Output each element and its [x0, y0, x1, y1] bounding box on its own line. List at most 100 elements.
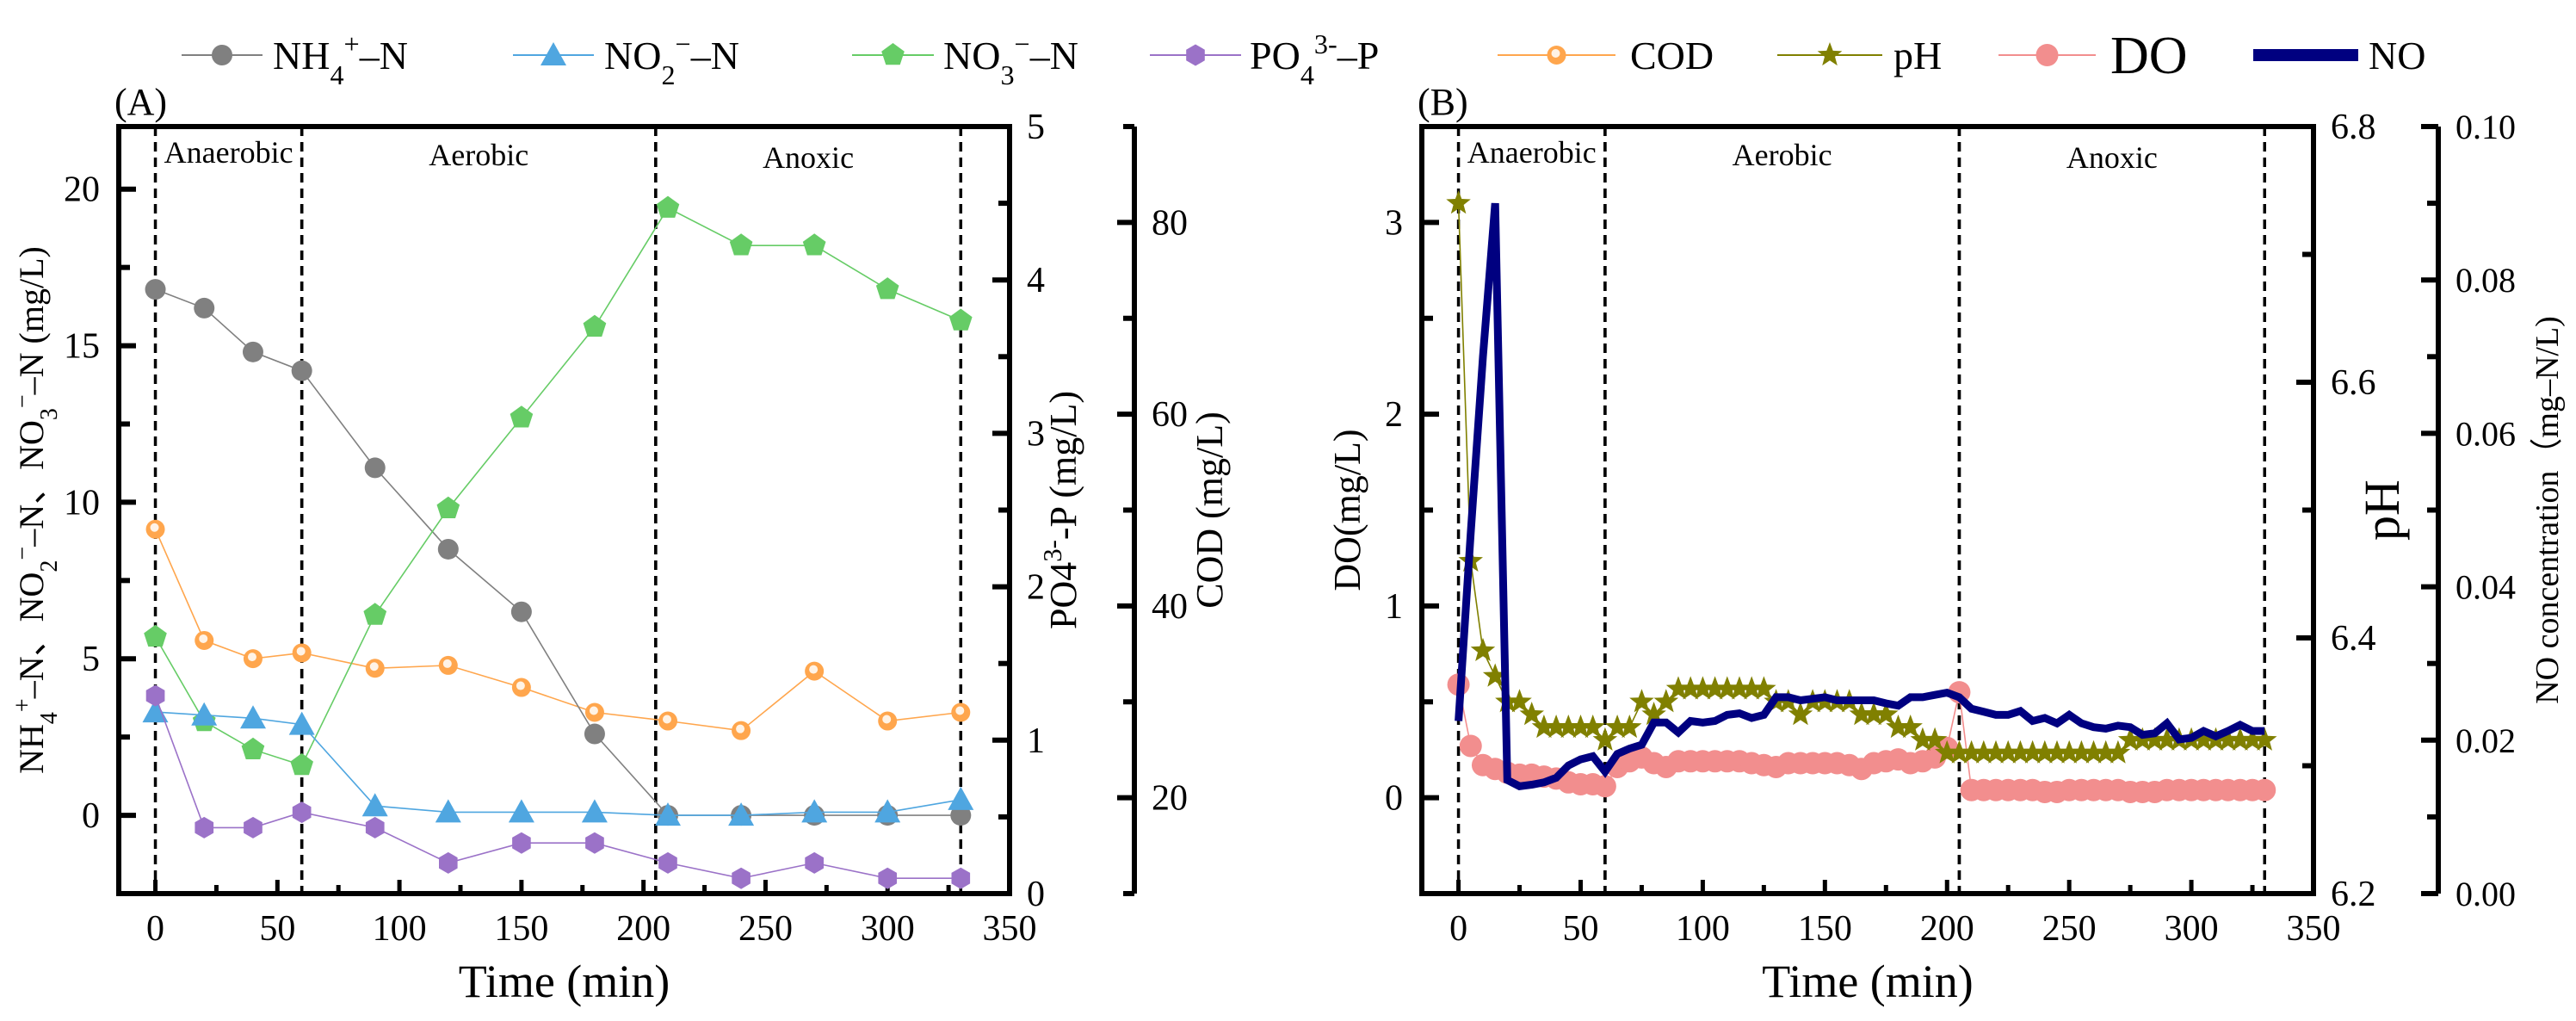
ball-highlight	[516, 681, 525, 690]
x-tick-label: 350	[983, 909, 1037, 949]
data-point-no2	[191, 702, 218, 726]
x-axis-title: Time (min)	[1762, 956, 1974, 1007]
panel-label: (B)	[1418, 81, 1468, 123]
y-axis-title-cod: COD (mg/L)	[1189, 411, 1231, 609]
data-point-no2	[948, 786, 974, 810]
data-point-ph	[2130, 727, 2155, 751]
data-point-nh4	[145, 279, 166, 300]
data-point-no2	[874, 799, 901, 823]
series-line-ph	[1457, 203, 2265, 754]
data-point-ph	[2044, 739, 2070, 764]
phase-label-anoxic: Anoxic	[2066, 140, 2158, 175]
legend-item-cod: COD	[1498, 34, 1714, 77]
data-point-no3	[510, 405, 534, 428]
y-tick-label-po4: 1	[1027, 721, 1045, 761]
legend-marker-cod-icon	[1547, 46, 1566, 65]
data-point-ph	[2142, 727, 2167, 751]
y-tick-label-do: 1	[1385, 587, 1403, 627]
data-point-ph	[1617, 715, 1642, 739]
legend: NH4+–N NO2−–N NO3−–N PO43-–P COD pH DO NO	[182, 27, 2425, 90]
data-point-po4	[732, 867, 751, 889]
x-tick-label: 0	[146, 909, 164, 949]
data-point-no2	[361, 793, 388, 817]
data-point-ph	[1874, 702, 1899, 726]
data-point-no3	[729, 233, 753, 256]
ball-highlight	[955, 706, 965, 715]
y-axis-title-left-part: NH	[12, 724, 51, 774]
data-point-ph	[2239, 727, 2265, 751]
y-tick-label-no: 0.08	[2456, 261, 2516, 300]
series-line-no2	[155, 711, 961, 816]
data-point-po4	[195, 816, 214, 838]
legend-item-no: NO	[2253, 34, 2425, 77]
legend-label-po4-part: 4	[1300, 59, 1314, 90]
legend-label-ph-part: pH	[1893, 34, 1942, 77]
ball-highlight	[1551, 49, 1560, 58]
data-point-ph	[1507, 689, 1532, 713]
legend-item-no3: NO3−–N	[852, 28, 1078, 90]
y-tick-label-left: 20	[64, 170, 100, 210]
legend-label-po4-part: PO	[1250, 34, 1300, 77]
series-nh4	[145, 279, 972, 826]
x-tick-label: 100	[373, 909, 427, 949]
data-point-no2	[142, 699, 169, 723]
data-point-ph	[2105, 739, 2131, 764]
data-point-no2	[288, 711, 315, 735]
data-point-ph	[1580, 715, 1605, 739]
x-tick-label: 150	[494, 909, 548, 949]
legend-label-no2-part: NO	[604, 34, 661, 77]
series-no2	[142, 699, 974, 826]
data-point-ph	[2069, 739, 2094, 764]
data-point-po4	[439, 851, 458, 874]
y-axis-title-left-part: –N、NO	[12, 420, 51, 548]
legend-label-nh4-part: +	[344, 28, 360, 59]
data-point-po4	[512, 832, 531, 854]
ball-highlight	[589, 706, 598, 715]
data-point-ph	[1568, 715, 1593, 739]
data-point-ph	[1556, 715, 1581, 739]
data-point-ph	[2191, 727, 2216, 751]
data-point-cod	[438, 655, 458, 675]
legend-marker-no3-icon	[881, 43, 905, 65]
legend-label-no2: NO2−–N	[604, 28, 739, 90]
y-axis-title-no: NO concentration（mg–N/L)	[2530, 316, 2566, 704]
data-point-nh4	[364, 457, 386, 479]
y-tick-label-po4: 3	[1027, 414, 1045, 454]
plot-frame	[1419, 124, 2316, 896]
data-point-ph	[1446, 190, 1471, 214]
panel-label: (A)	[114, 81, 167, 123]
legend-item-po4: PO43-–P	[1150, 28, 1379, 90]
y-tick-label-no: 0.02	[2456, 721, 2516, 760]
phase-label-anaerobic: Anaerobic	[164, 135, 293, 170]
data-point-do	[1459, 734, 1482, 758]
data-point-no3	[875, 277, 899, 300]
data-point-cod	[243, 649, 263, 669]
ball-highlight	[663, 715, 672, 724]
series-ph	[1446, 190, 2277, 764]
y-tick-label-left: 15	[64, 327, 100, 367]
data-point-ph	[1910, 727, 1936, 751]
y-tick-label-cod: 60	[1152, 395, 1188, 435]
y-axis-title-do: DO(mg/L)	[1326, 429, 1368, 591]
ball-highlight	[882, 715, 892, 724]
data-point-po4	[878, 867, 897, 889]
data-point-ph	[2008, 739, 2033, 764]
data-point-nh4	[950, 805, 972, 826]
data-point-cod	[878, 711, 898, 731]
data-point-ph	[1690, 676, 1715, 700]
y-axis-title-left-part: 4	[36, 712, 63, 724]
legend-item-ph: pH	[1777, 34, 1942, 77]
legend-label-po4-part: 3-	[1314, 28, 1337, 59]
data-point-ph	[1592, 727, 1618, 751]
data-point-po4	[365, 816, 385, 838]
y-axis-title-no-part: NO concentration（mg–N/L)	[2530, 316, 2566, 704]
data-point-cod	[584, 702, 604, 722]
data-point-ph	[1788, 702, 1813, 726]
series-line-no3	[154, 207, 961, 766]
ball-highlight	[369, 662, 379, 671]
ball-highlight	[809, 665, 819, 674]
data-point-no3	[144, 624, 167, 647]
y-tick-label-cod: 20	[1152, 779, 1188, 819]
data-point-do	[2253, 778, 2276, 801]
